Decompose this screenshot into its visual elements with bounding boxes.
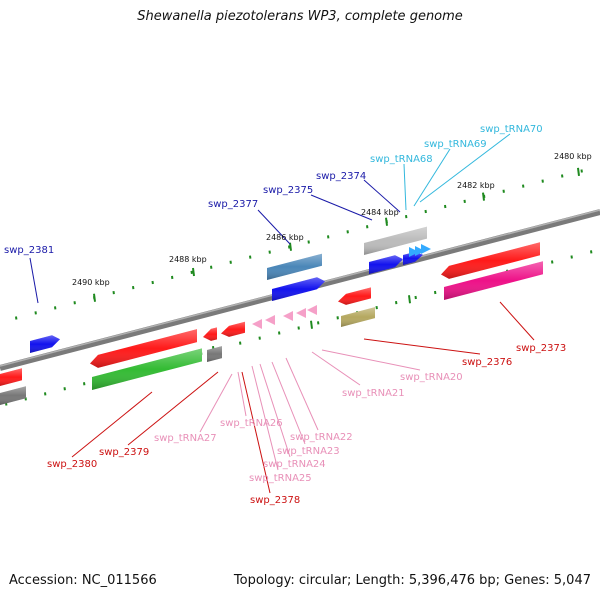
- label-swp_tRNA21: swp_tRNA21: [342, 388, 405, 399]
- leader-swp_2375: [310, 194, 373, 221]
- major-tick: [482, 192, 485, 201]
- leader-swp_tRNA20: [321, 349, 421, 371]
- leader-swp_tRNA25: [251, 365, 279, 471]
- gene-swp-2374-shading: [364, 226, 427, 255]
- trna-23-chevron: [307, 305, 317, 315]
- leader-swp_2378: [241, 371, 271, 494]
- label-swp_2380: swp_2380: [47, 459, 97, 470]
- gene-swp-2373-shading: [444, 261, 543, 300]
- gene-swp-2378-shading: [207, 346, 222, 362]
- scale-label: 2480 kbp: [554, 152, 592, 161]
- gene-left-gray-shading: [0, 386, 26, 405]
- accession-text: Accession: NC_011566: [9, 573, 157, 588]
- leader-swp_tRNA22: [285, 357, 319, 431]
- trna-69-chevron: [415, 246, 425, 256]
- label-swp_2376: swp_2376: [462, 357, 512, 368]
- label-swp_tRNA69: swp_tRNA69: [424, 139, 487, 150]
- leader-swp_tRNA24: [259, 363, 291, 458]
- leader-swp_tRNA69: [413, 148, 451, 207]
- trna-26-chevron: [265, 315, 275, 325]
- leader-swp_2380: [71, 391, 153, 458]
- leader-swp_tRNA21: [311, 351, 361, 386]
- gene-swp-2376-shading: [341, 307, 375, 327]
- gene-swp-2377-shading: [267, 253, 322, 280]
- scale-label: 2490 kbp: [72, 278, 110, 287]
- trna-25-chevron: [283, 311, 293, 321]
- gene-blue-small-shading: [403, 251, 423, 265]
- gene-swp-2379-shading: [92, 348, 202, 390]
- major-tick: [289, 242, 292, 251]
- leader-swp_2376: [363, 338, 481, 355]
- major-tick: [408, 295, 411, 304]
- scale-labels: 2480 kbp 2482 kbp 2484 kbp 2486 kbp 2488 kbp…: [72, 152, 592, 287]
- leader-swp_2379: [127, 371, 219, 446]
- gene-swp-2381-shading: [30, 335, 60, 353]
- gene-swp-2376-red-shading: [338, 287, 371, 305]
- leader-swp_2381: [29, 257, 39, 304]
- scale-label: 2486 kbp: [266, 233, 304, 242]
- label-swp_tRNA27: swp_tRNA27: [154, 433, 217, 444]
- label-swp_2378: swp_2378: [250, 495, 300, 506]
- map-title: Shewanella piezotolerans WP3, complete g…: [137, 9, 463, 24]
- trna-70-chevron: [421, 244, 431, 254]
- leader-swp_tRNA70: [419, 133, 511, 203]
- trna-68-chevron: [409, 247, 419, 257]
- leader-swp_2377: [257, 209, 291, 245]
- leader-swp_tRNA23: [271, 361, 306, 445]
- gene-left-red-shading: [0, 368, 22, 386]
- leader-swp_tRNA68: [403, 163, 407, 211]
- label-swp_tRNA68: swp_tRNA68: [370, 154, 433, 165]
- gene-swp-2375-shading: [272, 277, 325, 301]
- scale-label: 2482 kbp: [457, 181, 495, 190]
- gene-features: [0, 226, 543, 405]
- major-tick: [192, 267, 195, 277]
- scale-label: 2484 kbp: [361, 208, 399, 217]
- gene-swp-2373-red-shading: [441, 242, 540, 279]
- leader-swp_2373: [499, 301, 535, 341]
- major-tick: [310, 320, 313, 329]
- label-swp_tRNA20: swp_tRNA20: [400, 372, 463, 383]
- topology-text: Topology: circular; Length: 5,396,476 bp…: [233, 573, 591, 588]
- label-swp_tRNA25: swp_tRNA25: [249, 473, 312, 484]
- leader-swp_tRNA27: [199, 373, 233, 433]
- label-swp_2377: swp_2377: [208, 199, 258, 210]
- major-tick: [93, 293, 96, 302]
- gene-swp-2380-shading: [90, 329, 197, 368]
- gene-small-red-a-shading: [203, 327, 217, 341]
- label-leader-lines: [29, 133, 535, 494]
- label-swp_tRNA26: swp_tRNA26: [220, 418, 283, 429]
- trna-27-chevron: [252, 319, 262, 329]
- label-swp_2379: swp_2379: [99, 447, 149, 458]
- major-tick: [385, 217, 388, 226]
- leader-swp_tRNA26: [237, 371, 247, 417]
- label-swp_tRNA24: swp_tRNA24: [263, 459, 326, 470]
- trna-24-chevron: [296, 308, 306, 318]
- major-tick: [577, 167, 580, 177]
- label-swp_2373: swp_2373: [516, 343, 566, 354]
- label-swp_2381: swp_2381: [4, 245, 54, 256]
- label-swp_tRNA70: swp_tRNA70: [480, 124, 543, 135]
- gene-small-red-b-shading: [221, 321, 245, 337]
- gene-blue-pair-shading: [369, 255, 403, 274]
- scale-label: 2488 kbp: [169, 255, 207, 264]
- label-swp_tRNA22: swp_tRNA22: [290, 432, 353, 443]
- label-swp_2375: swp_2375: [263, 185, 313, 196]
- label-swp_tRNA23: swp_tRNA23: [277, 446, 340, 457]
- leader-swp_2374: [363, 179, 401, 213]
- label-swp_2374: swp_2374: [316, 171, 366, 182]
